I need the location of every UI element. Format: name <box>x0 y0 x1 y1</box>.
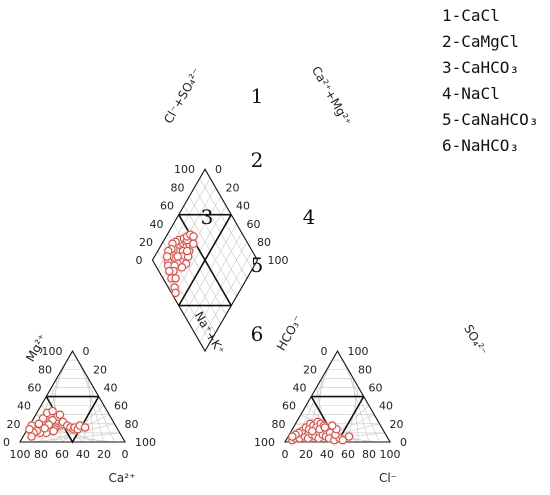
cation-na-tick: 0 <box>83 345 90 358</box>
anion-cl-tick: 80 <box>362 448 376 461</box>
diamond-camg-tick: 80 <box>257 236 271 249</box>
anion-point <box>288 432 297 441</box>
region-4-number: 4 <box>303 205 316 229</box>
anion-cl-tick: 20 <box>299 448 313 461</box>
cation-point <box>39 414 48 423</box>
diamond-cs-tick: 100 <box>174 163 195 176</box>
cation-ca-tick: 20 <box>97 448 111 461</box>
cation-right-axis-label: Na⁺+K⁺ <box>192 309 228 357</box>
legend-item-4: 4-NaCl <box>442 84 500 103</box>
cation-point <box>25 425 34 434</box>
legend-item-5: 5-CaNaHCO₃ <box>442 110 538 129</box>
cation-point <box>81 423 90 432</box>
diamond-upper-right-axis-label: Ca²⁺+Mg²⁺ <box>309 64 354 128</box>
diamond-camg-tick: 60 <box>247 218 261 231</box>
cation-mg-tick: 60 <box>28 381 42 394</box>
region-1-number: 1 <box>251 84 264 108</box>
legend-item-6: 6-NaHCO₃ <box>442 136 519 155</box>
cation-point <box>34 419 44 428</box>
diamond-point <box>163 252 172 261</box>
cation-point <box>55 410 65 419</box>
anion-hco3-tick: 80 <box>272 418 286 431</box>
cation-mg-tick: 20 <box>7 418 21 431</box>
diamond-camg-tick: 40 <box>236 200 250 213</box>
diamond-frame <box>151 168 259 353</box>
diamond-cs-tick: 0 <box>136 254 143 267</box>
diamond-cs-tick: 20 <box>139 236 153 249</box>
cation-na-tick: 100 <box>135 436 156 449</box>
diamond-cs-tick: 80 <box>171 181 185 194</box>
diamond-camg-tick: 100 <box>268 254 289 267</box>
cation-mg-tick: 40 <box>17 400 31 413</box>
anion-cl-tick: 40 <box>320 448 334 461</box>
diamond-point <box>183 246 192 256</box>
diamond-cs-tick: 60 <box>160 200 174 213</box>
cation-mg-tick: 80 <box>38 363 52 376</box>
anion-hco3-tick: 20 <box>303 363 317 376</box>
legend-item-3: 3-CaHCO₃ <box>442 58 519 77</box>
diamond-camg-tick: 20 <box>226 181 240 194</box>
anion-point <box>320 423 329 432</box>
anion-bottom-axis-label: Cl⁻ <box>379 471 397 485</box>
diamond-point <box>189 239 198 248</box>
anion-so4-tick: 60 <box>369 381 383 394</box>
cation-bottom-axis-label: Ca²⁺ <box>109 471 136 485</box>
anion-cl-tick: 100 <box>380 448 401 461</box>
diamond-camg-tick: 0 <box>215 163 222 176</box>
diamond-point <box>171 274 180 283</box>
sample-points <box>24 229 355 446</box>
anion-cl-tick: 0 <box>282 448 289 461</box>
diamond-point <box>173 252 182 261</box>
anion-so4-tick: 80 <box>358 363 372 376</box>
diamond-point <box>171 288 180 297</box>
anion-hco3-tick: 40 <box>293 381 307 394</box>
anion-left-axis-label: HCO₃⁻ <box>274 313 305 353</box>
diamond-point <box>165 266 174 276</box>
cation-ca-tick: 60 <box>55 448 69 461</box>
diamond-division-diag-b <box>178 214 232 307</box>
region-6-number: 6 <box>251 322 264 346</box>
cation-point <box>27 432 36 441</box>
cation-mg-tick: 100 <box>42 345 63 358</box>
diamond-upper-left-axis-label: Cl⁻+SO₄²⁻ <box>161 66 204 126</box>
anion-so4-tick: 20 <box>390 418 404 431</box>
anion-so4-tick: 40 <box>379 400 393 413</box>
legend-item-1: 1-CaCl <box>442 6 500 25</box>
anion-point <box>308 426 317 436</box>
region-5-number: 5 <box>251 253 264 277</box>
anion-hco3-tick: 100 <box>254 436 275 449</box>
region-2-number: 2 <box>251 148 264 172</box>
cation-mg-tick: 0 <box>3 436 10 449</box>
cation-na-tick: 20 <box>93 363 107 376</box>
anion-right-axis-label: SO₄²⁻ <box>461 322 490 358</box>
legend: 1-CaCl 2-CaMgCl 3-CaHCO₃ 4-NaCl 5-CaNaHC… <box>442 6 538 155</box>
cation-ca-tick: 100 <box>10 448 31 461</box>
cation-na-tick: 80 <box>125 418 139 431</box>
cation-point <box>49 426 58 436</box>
legend-item-2: 2-CaMgCl <box>442 32 519 51</box>
anion-hco3-tick: 60 <box>282 400 296 413</box>
region-3-number: 3 <box>201 205 214 229</box>
anion-hco3-tick: 0 <box>321 345 328 358</box>
tick-labels: 0000000020202020202020204040404040404040… <box>3 163 407 461</box>
cation-na-tick: 60 <box>114 400 128 413</box>
cation-na-tick: 40 <box>104 381 118 394</box>
diamond-cs-tick: 40 <box>150 218 164 231</box>
anion-so4-tick: 100 <box>348 345 369 358</box>
anion-cl-tick: 60 <box>341 448 355 461</box>
cation-point <box>40 424 49 433</box>
anion-point <box>338 436 347 445</box>
cation-ca-tick: 80 <box>34 448 48 461</box>
diamond-point <box>177 263 186 272</box>
anion-so4-tick: 0 <box>400 436 407 449</box>
anion-point <box>328 421 337 430</box>
cation-ca-tick: 40 <box>76 448 90 461</box>
cation-point <box>48 406 57 416</box>
anion-point <box>344 432 354 441</box>
cation-ca-tick: 0 <box>122 448 129 461</box>
